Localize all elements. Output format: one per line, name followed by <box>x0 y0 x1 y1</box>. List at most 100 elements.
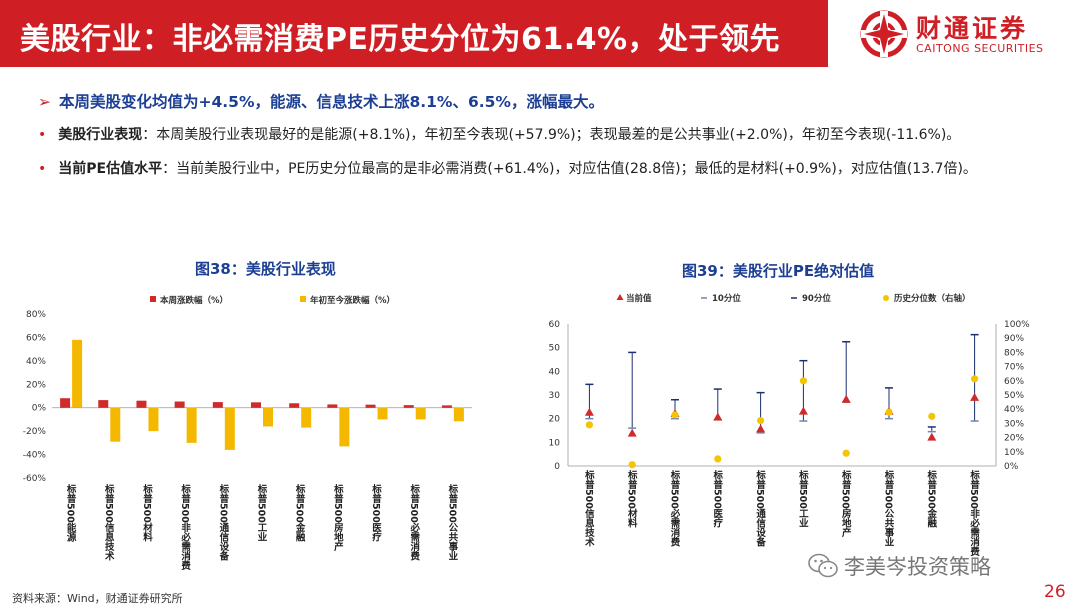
y2-tick-label: 50% <box>1004 391 1024 401</box>
bullet-sector-performance: • 美股行业表现：本周美股行业表现最好的是能源(+8.1%)，年初至今表现(+57… <box>38 124 960 144</box>
bar-ytd <box>224 407 235 450</box>
current-value-marker <box>927 432 937 441</box>
x-category-label: 标普500工业 <box>797 469 810 527</box>
caitong-logo-icon <box>860 10 908 58</box>
current-value-marker <box>841 394 851 403</box>
y-tick-label: -20% <box>23 427 47 437</box>
wechat-account-name: 李美岑投资策略 <box>844 555 991 579</box>
wechat-watermark: 李美岑投资策略 <box>808 551 1008 581</box>
x-category-label: 标普500能源 <box>65 483 78 542</box>
bar-weekly <box>441 405 452 408</box>
x-category-label: 标普500医疗 <box>370 483 383 542</box>
bullet-text: ：当前美股行业中，PE历史分位最高的是非必需消费(+61.4%)，对应估值(28… <box>162 161 977 177</box>
bar-ytd <box>301 407 312 428</box>
bar-weekly <box>136 400 147 408</box>
bar-weekly <box>98 400 109 408</box>
bar-ytd <box>415 407 426 420</box>
legend-swatch <box>883 295 889 301</box>
y-tick-label: 40 <box>549 367 561 377</box>
bar-weekly <box>403 405 414 408</box>
legend-label: 历史分位数（右轴） <box>894 293 971 304</box>
bar-ytd <box>263 407 273 427</box>
header-bar: 美股行业：非必需消费PE历史分位为61.4%，处于领先 财通证券 CAITONG… <box>0 0 1080 67</box>
y-tick-label: -40% <box>23 451 47 461</box>
x-category-label: 标普500医疗 <box>711 469 724 528</box>
x-category-label: 标普500金融 <box>294 483 307 542</box>
historical-percentile-marker <box>928 412 936 420</box>
bullet-label: 美股行业表现 <box>58 127 143 143</box>
historical-percentile-marker <box>757 416 765 425</box>
x-category-label: 标普500金融 <box>925 469 938 528</box>
x-category-label: 标普500公共事业 <box>883 469 896 546</box>
bar-ytd <box>148 407 159 432</box>
x-category-label: 标普500工业 <box>256 483 269 541</box>
y2-tick-label: 20% <box>1004 434 1024 444</box>
y-tick-label: 0 <box>554 462 560 472</box>
legend-label: 本周涨跌幅（%） <box>160 295 228 306</box>
historical-percentile-marker <box>714 455 722 463</box>
page-title: 美股行业：非必需消费PE历史分位为61.4%，处于领先 <box>20 22 781 57</box>
legend-swatch <box>300 296 306 302</box>
y-tick-label: 80% <box>26 310 46 320</box>
bar-ytd <box>377 407 388 420</box>
historical-percentile-marker <box>885 408 893 416</box>
x-category-label: 标普500通信设备 <box>754 469 767 547</box>
arrow-bullet-icon: ➢ <box>38 93 51 111</box>
y-tick-label: 60 <box>549 320 561 330</box>
y-tick-label: 60% <box>26 333 46 343</box>
current-value-marker <box>798 406 808 415</box>
source-note: 资料来源：Wind，财通证券研究所 <box>12 592 183 605</box>
bar-ytd <box>453 407 464 422</box>
historical-percentile-marker <box>671 411 679 419</box>
y2-tick-label: 60% <box>1004 377 1024 387</box>
y2-tick-label: 100% <box>1004 320 1030 330</box>
x-category-label: 标普500材料 <box>626 469 639 528</box>
bullet-label: 当前PE估值水平 <box>58 161 163 177</box>
headline-text: 本周美股变化均值为+4.5%，能源、信息技术上涨8.1%、6.5%，涨幅最大。 <box>59 93 604 111</box>
legend-swatch <box>616 294 624 300</box>
x-category-label: 标普500材料 <box>141 483 154 542</box>
bar-ytd <box>186 407 197 443</box>
historical-percentile-marker <box>842 449 850 457</box>
chart2-title: 图39：美股行业PE绝对估值 <box>682 262 875 280</box>
current-value-marker <box>627 428 637 437</box>
bullet-dot-icon: • <box>38 127 47 143</box>
bar-ytd <box>110 407 121 442</box>
bar-weekly <box>365 404 376 408</box>
y2-tick-label: 90% <box>1004 334 1024 344</box>
bar-ytd <box>72 339 83 408</box>
historical-percentile-marker <box>585 421 594 429</box>
historical-percentile-marker <box>628 461 636 469</box>
bullet-pe-valuation: • 当前PE估值水平：当前美股行业中，PE历史分位最高的是非必需消费(+61.4%… <box>38 158 977 178</box>
y2-tick-label: 40% <box>1004 405 1024 415</box>
legend-label: 10分位 <box>712 293 741 304</box>
bar-weekly <box>327 404 338 408</box>
bullet-text: ：本周美股行业表现最好的是能源(+8.1%)，年初至今表现(+57.9%)；表现… <box>142 127 961 143</box>
y2-tick-label: 80% <box>1004 348 1024 358</box>
x-category-label: 标普500非必需消费 <box>968 469 981 557</box>
logo-english: CAITONG SECURITIES <box>916 42 1044 55</box>
wechat-icon <box>808 553 838 578</box>
legend-label: 90分位 <box>802 293 831 304</box>
current-value-marker <box>584 407 594 416</box>
y2-tick-label: 10% <box>1004 448 1024 458</box>
legend-label: 年初至今涨跌幅（%） <box>310 295 395 306</box>
bar-weekly <box>174 401 185 408</box>
x-category-label: 标普500信息技术 <box>583 469 596 547</box>
x-category-label: 标普500公共事业 <box>446 483 459 560</box>
current-value-marker <box>756 424 766 433</box>
legend-swatch <box>150 296 156 302</box>
bar-ytd <box>339 407 350 447</box>
y-tick-label: 20 <box>549 415 561 425</box>
historical-percentile-marker <box>971 375 979 383</box>
y2-tick-label: 70% <box>1004 363 1024 373</box>
historical-percentile-marker <box>799 377 808 385</box>
x-category-label: 标普500必需消费 <box>408 483 421 561</box>
chart1-title: 图38：美股行业表现 <box>195 260 336 278</box>
summary-headline: ➢ 本周美股变化均值为+4.5%，能源、信息技术上涨8.1%、6.5%，涨幅最大。 <box>38 90 604 112</box>
bar-weekly <box>212 402 223 408</box>
y-tick-label: 20% <box>26 380 46 390</box>
y-tick-label: 10 <box>549 438 561 448</box>
x-category-label: 标普500必需消费 <box>669 469 682 547</box>
